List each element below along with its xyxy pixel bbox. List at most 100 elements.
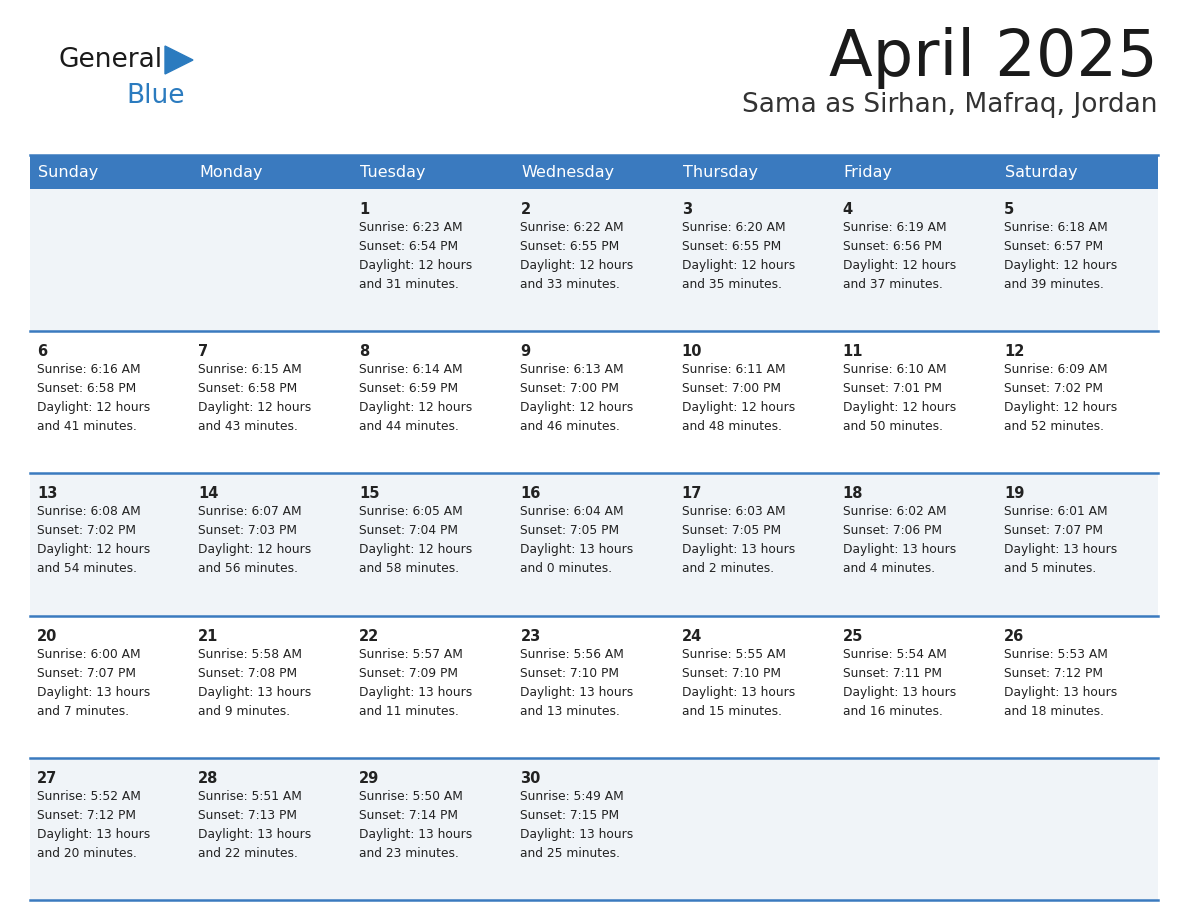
Text: and 54 minutes.: and 54 minutes. — [37, 563, 137, 576]
Text: and 50 minutes.: and 50 minutes. — [842, 420, 943, 433]
Text: Sunset: 7:10 PM: Sunset: 7:10 PM — [682, 666, 781, 679]
Text: 14: 14 — [198, 487, 219, 501]
Text: Blue: Blue — [126, 83, 184, 109]
Text: Sunset: 7:08 PM: Sunset: 7:08 PM — [198, 666, 297, 679]
Text: and 58 minutes.: and 58 minutes. — [359, 563, 460, 576]
Text: Daylight: 12 hours: Daylight: 12 hours — [359, 543, 473, 556]
Text: Sunrise: 6:02 AM: Sunrise: 6:02 AM — [842, 506, 947, 519]
Text: Sunset: 6:55 PM: Sunset: 6:55 PM — [682, 240, 781, 253]
Text: Daylight: 13 hours: Daylight: 13 hours — [37, 686, 150, 699]
Text: Daylight: 12 hours: Daylight: 12 hours — [1004, 259, 1117, 272]
Text: Sunrise: 6:10 AM: Sunrise: 6:10 AM — [842, 364, 947, 376]
Text: Sunrise: 6:05 AM: Sunrise: 6:05 AM — [359, 506, 463, 519]
Text: Sunset: 7:13 PM: Sunset: 7:13 PM — [198, 809, 297, 822]
Text: and 48 minutes.: and 48 minutes. — [682, 420, 782, 433]
Text: Daylight: 12 hours: Daylight: 12 hours — [198, 543, 311, 556]
Text: Sunrise: 5:58 AM: Sunrise: 5:58 AM — [198, 647, 302, 661]
Bar — [30, 155, 1158, 189]
Text: Sama as Sirhan, Mafraq, Jordan: Sama as Sirhan, Mafraq, Jordan — [742, 92, 1158, 118]
Text: Daylight: 12 hours: Daylight: 12 hours — [37, 401, 150, 414]
Text: 6: 6 — [37, 344, 48, 359]
Text: Sunrise: 6:03 AM: Sunrise: 6:03 AM — [682, 506, 785, 519]
Text: 20: 20 — [37, 629, 57, 644]
Text: Sunset: 7:04 PM: Sunset: 7:04 PM — [359, 524, 459, 537]
Text: 30: 30 — [520, 771, 541, 786]
Text: Daylight: 13 hours: Daylight: 13 hours — [842, 543, 956, 556]
Text: Sunset: 7:05 PM: Sunset: 7:05 PM — [520, 524, 620, 537]
Text: and 16 minutes.: and 16 minutes. — [842, 705, 942, 718]
Text: Sunset: 7:01 PM: Sunset: 7:01 PM — [842, 382, 942, 396]
Text: 23: 23 — [520, 629, 541, 644]
Text: and 7 minutes.: and 7 minutes. — [37, 705, 129, 718]
Text: and 9 minutes.: and 9 minutes. — [198, 705, 290, 718]
Text: and 37 minutes.: and 37 minutes. — [842, 278, 942, 291]
Text: 12: 12 — [1004, 344, 1024, 359]
Text: Sunrise: 6:18 AM: Sunrise: 6:18 AM — [1004, 221, 1107, 234]
Text: and 0 minutes.: and 0 minutes. — [520, 563, 613, 576]
Text: and 18 minutes.: and 18 minutes. — [1004, 705, 1104, 718]
Text: Sunrise: 6:08 AM: Sunrise: 6:08 AM — [37, 506, 140, 519]
Text: Sunset: 7:14 PM: Sunset: 7:14 PM — [359, 809, 459, 822]
Text: Sunrise: 5:51 AM: Sunrise: 5:51 AM — [198, 789, 302, 803]
Text: Daylight: 12 hours: Daylight: 12 hours — [842, 401, 956, 414]
Text: Daylight: 13 hours: Daylight: 13 hours — [198, 686, 311, 699]
Text: Sunrise: 6:20 AM: Sunrise: 6:20 AM — [682, 221, 785, 234]
Text: and 33 minutes.: and 33 minutes. — [520, 278, 620, 291]
Text: Daylight: 13 hours: Daylight: 13 hours — [520, 828, 633, 841]
Text: Sunset: 6:55 PM: Sunset: 6:55 PM — [520, 240, 620, 253]
Text: Daylight: 12 hours: Daylight: 12 hours — [198, 401, 311, 414]
Text: Thursday: Thursday — [683, 164, 758, 180]
Text: Sunset: 7:02 PM: Sunset: 7:02 PM — [37, 524, 135, 537]
Text: Daylight: 12 hours: Daylight: 12 hours — [682, 259, 795, 272]
Text: Daylight: 13 hours: Daylight: 13 hours — [520, 543, 633, 556]
Text: 27: 27 — [37, 771, 57, 786]
Text: Daylight: 12 hours: Daylight: 12 hours — [359, 259, 473, 272]
Text: 18: 18 — [842, 487, 864, 501]
Text: Sunset: 7:15 PM: Sunset: 7:15 PM — [520, 809, 620, 822]
Text: General: General — [58, 47, 162, 73]
Text: 2: 2 — [520, 202, 531, 217]
Text: Sunrise: 6:13 AM: Sunrise: 6:13 AM — [520, 364, 624, 376]
Text: and 11 minutes.: and 11 minutes. — [359, 705, 459, 718]
Text: Sunday: Sunday — [38, 164, 99, 180]
Text: 3: 3 — [682, 202, 691, 217]
Text: Sunrise: 6:22 AM: Sunrise: 6:22 AM — [520, 221, 624, 234]
Text: Sunset: 6:59 PM: Sunset: 6:59 PM — [359, 382, 459, 396]
Text: Sunrise: 6:11 AM: Sunrise: 6:11 AM — [682, 364, 785, 376]
Text: Sunset: 7:02 PM: Sunset: 7:02 PM — [1004, 382, 1102, 396]
Text: Sunset: 7:12 PM: Sunset: 7:12 PM — [1004, 666, 1102, 679]
Text: Sunrise: 6:16 AM: Sunrise: 6:16 AM — [37, 364, 140, 376]
Text: Sunset: 7:10 PM: Sunset: 7:10 PM — [520, 666, 619, 679]
Text: Daylight: 13 hours: Daylight: 13 hours — [37, 828, 150, 841]
Text: Sunset: 7:05 PM: Sunset: 7:05 PM — [682, 524, 781, 537]
Text: 8: 8 — [359, 344, 369, 359]
Text: Friday: Friday — [843, 164, 892, 180]
Text: and 44 minutes.: and 44 minutes. — [359, 420, 459, 433]
Text: Sunset: 7:11 PM: Sunset: 7:11 PM — [842, 666, 942, 679]
Text: and 46 minutes.: and 46 minutes. — [520, 420, 620, 433]
Text: Sunrise: 6:01 AM: Sunrise: 6:01 AM — [1004, 506, 1107, 519]
Bar — [30, 474, 1158, 616]
Text: Sunrise: 6:14 AM: Sunrise: 6:14 AM — [359, 364, 463, 376]
Text: and 2 minutes.: and 2 minutes. — [682, 563, 773, 576]
Bar — [30, 616, 1158, 757]
Text: Sunrise: 6:15 AM: Sunrise: 6:15 AM — [198, 364, 302, 376]
Text: 26: 26 — [1004, 629, 1024, 644]
Text: Saturday: Saturday — [1005, 164, 1078, 180]
Text: and 4 minutes.: and 4 minutes. — [842, 563, 935, 576]
Text: 7: 7 — [198, 344, 208, 359]
Text: Sunset: 7:00 PM: Sunset: 7:00 PM — [520, 382, 619, 396]
Text: Daylight: 13 hours: Daylight: 13 hours — [520, 686, 633, 699]
Text: 4: 4 — [842, 202, 853, 217]
Text: 15: 15 — [359, 487, 380, 501]
Text: and 5 minutes.: and 5 minutes. — [1004, 563, 1097, 576]
Text: 5: 5 — [1004, 202, 1015, 217]
Text: Tuesday: Tuesday — [360, 164, 425, 180]
Bar — [30, 331, 1158, 474]
Text: Daylight: 12 hours: Daylight: 12 hours — [520, 401, 633, 414]
Text: and 52 minutes.: and 52 minutes. — [1004, 420, 1104, 433]
Text: 13: 13 — [37, 487, 57, 501]
Text: Daylight: 12 hours: Daylight: 12 hours — [682, 401, 795, 414]
Text: Monday: Monday — [200, 164, 263, 180]
Text: Daylight: 13 hours: Daylight: 13 hours — [1004, 686, 1117, 699]
